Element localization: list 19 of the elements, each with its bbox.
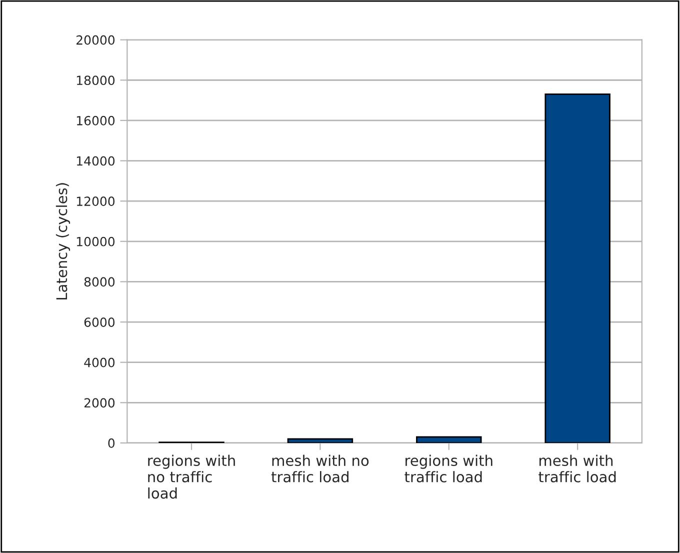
- bar: [544, 94, 610, 443]
- y-tick-label: 6000: [84, 317, 115, 327]
- y-tick-label: 20000: [76, 35, 115, 45]
- x-tick-label: mesh with traffic load: [538, 454, 616, 482]
- y-tick-label: 2000: [84, 398, 115, 408]
- y-tick-label: 8000: [84, 277, 115, 287]
- bar: [287, 438, 354, 443]
- y-tick-label: 0: [108, 438, 115, 448]
- y-axis-title: Latency (cycles): [56, 183, 70, 300]
- y-tick-label: 18000: [76, 76, 115, 86]
- y-tick-label: 12000: [76, 196, 115, 206]
- y-tick-label: 16000: [76, 116, 115, 126]
- y-tick-label: 14000: [76, 156, 115, 166]
- x-tick-label: regions with traffic load: [404, 454, 492, 482]
- bar: [416, 436, 482, 443]
- y-tick-label: 10000: [76, 236, 115, 246]
- x-tick-label: mesh with no traffic load: [271, 454, 369, 482]
- y-tick-label: 4000: [84, 358, 115, 368]
- x-tick-label: regions with no traffic load: [148, 454, 235, 499]
